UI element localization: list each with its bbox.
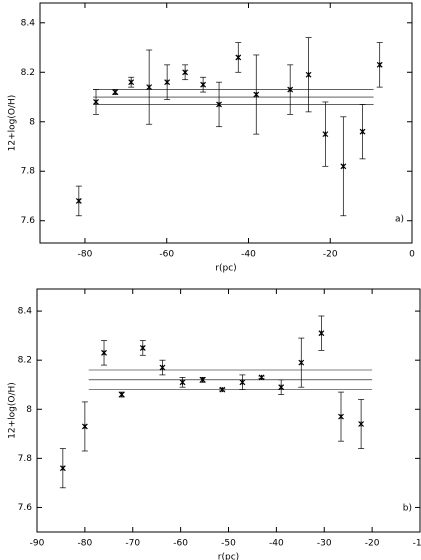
data-point <box>359 128 366 135</box>
y-tick-label: 8 <box>29 117 35 127</box>
data-point <box>287 86 294 93</box>
data-point <box>318 330 325 337</box>
data-point <box>235 54 242 61</box>
y-tick-label: 7.6 <box>21 216 36 226</box>
data-point <box>258 374 265 381</box>
data-point <box>139 344 146 351</box>
data-point <box>81 423 88 430</box>
y-axis-label: 12+log(O/H) <box>8 382 18 439</box>
data-point <box>376 61 383 68</box>
data-point <box>253 91 260 98</box>
data-point <box>182 69 189 76</box>
data-point <box>239 379 246 386</box>
data-point <box>216 101 222 108</box>
y-tick-label: 7.6 <box>18 503 33 513</box>
x-tick-label: 0 <box>409 250 415 260</box>
data-point <box>278 384 285 391</box>
x-tick-label: -60 <box>159 250 174 260</box>
data-point <box>305 71 312 78</box>
x-tick-label: -90 <box>30 539 45 549</box>
data-point <box>112 89 119 95</box>
x-tick-label: -40 <box>269 539 284 549</box>
data-point <box>322 131 329 138</box>
y-tick-label: 7.8 <box>21 167 36 177</box>
y-tick-label: 8 <box>26 405 32 415</box>
data-point <box>59 465 66 472</box>
data-point <box>200 81 207 88</box>
data-point <box>164 79 171 86</box>
data-point <box>101 349 107 356</box>
y-tick-label: 8.2 <box>18 356 32 366</box>
x-tick-label: -10 <box>413 539 421 549</box>
data-point <box>340 163 347 170</box>
y-tick-label: 7.8 <box>18 454 33 464</box>
x-tick-label: -80 <box>78 539 93 549</box>
data-point <box>93 99 99 105</box>
x-tick-label: -60 <box>173 539 188 549</box>
data-point <box>118 391 125 398</box>
x-tick-label: -70 <box>125 539 140 549</box>
data-point <box>128 79 135 86</box>
x-tick-label: -50 <box>221 539 236 549</box>
plot-frame <box>39 2 413 244</box>
data-point <box>219 386 226 393</box>
data-point <box>75 198 82 204</box>
x-tick-label: -20 <box>365 539 380 549</box>
data-point <box>146 84 153 91</box>
x-tick-label: -40 <box>241 250 256 260</box>
x-axis-label: r(pc) <box>218 553 239 560</box>
y-axis-label: 12+log(O/H) <box>8 95 18 152</box>
data-point <box>199 376 206 383</box>
x-tick-label: -20 <box>323 250 338 260</box>
panel-label: a) <box>395 215 404 225</box>
y-tick-label: 8.4 <box>18 307 33 317</box>
data-point <box>179 379 186 386</box>
data-point <box>338 413 344 420</box>
y-tick-label: 8.4 <box>21 18 36 28</box>
panel-label: b) <box>403 504 412 514</box>
x-axis-label: r(pc) <box>215 264 236 274</box>
plot-frame <box>36 288 421 533</box>
x-tick-label: -80 <box>78 250 93 260</box>
y-tick-label: 8.2 <box>21 68 35 78</box>
data-point <box>358 421 365 427</box>
data-point <box>298 359 305 366</box>
x-tick-label: -30 <box>317 539 332 549</box>
data-point <box>159 364 166 371</box>
